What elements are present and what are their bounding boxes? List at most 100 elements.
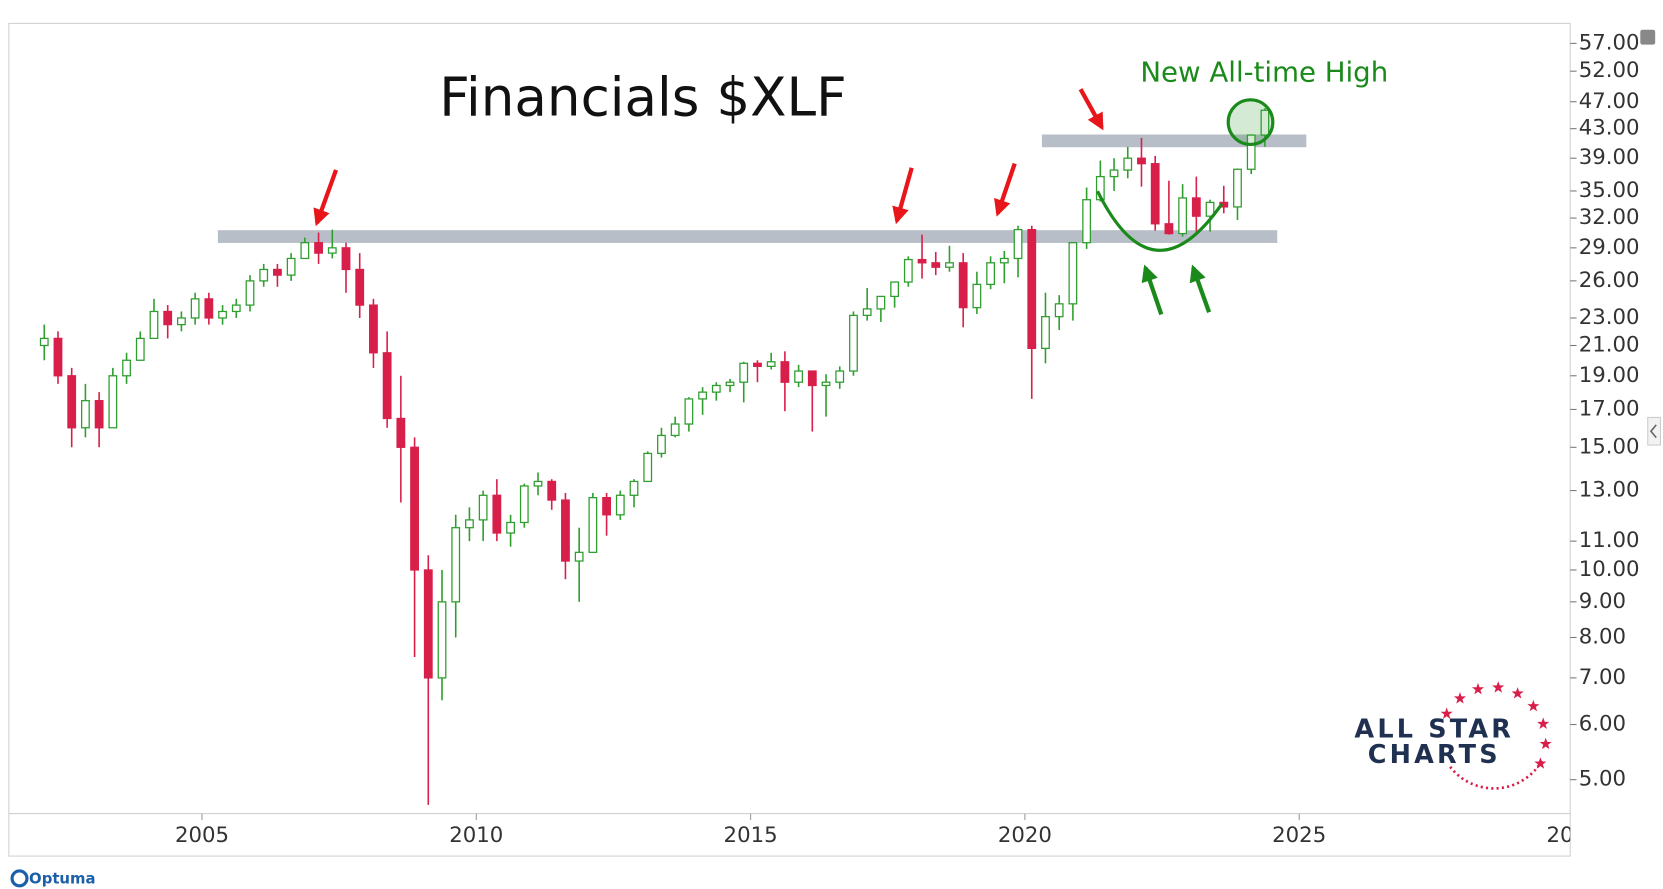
x-tick-label: 2025 (1272, 823, 1326, 848)
y-tick-label: 23.00 (1579, 305, 1640, 330)
logo-star (1492, 681, 1505, 693)
candle-body (986, 262, 996, 286)
candle-body (807, 370, 817, 387)
y-tick-label: 8.00 (1579, 624, 1626, 649)
annotation: New All-time High (1140, 55, 1388, 88)
candle-body (1041, 316, 1050, 350)
y-tick-label: 52.00 (1579, 58, 1640, 83)
candle-body (615, 494, 625, 516)
candle-body (245, 280, 255, 306)
candle-body (1123, 157, 1133, 171)
candle-body (149, 310, 159, 340)
logo-text: ALL STAR (1354, 715, 1514, 745)
candle-body (1246, 134, 1256, 170)
candle-body (561, 499, 570, 562)
candle-body (1013, 228, 1023, 260)
y-tick-label: 17.00 (1579, 396, 1640, 421)
credit-icon (10, 869, 29, 888)
candle-body (369, 304, 378, 354)
logo-star (1537, 717, 1550, 730)
candle-body (465, 519, 474, 529)
candle-body (1205, 201, 1215, 217)
candle-body (1260, 109, 1270, 136)
candle-body (574, 551, 584, 562)
chart-title: Financials $XLF (439, 67, 846, 129)
logo-star (1534, 757, 1547, 769)
y-tick-label: 29.00 (1579, 235, 1640, 260)
candle-body (81, 400, 90, 429)
candle-body (437, 601, 447, 679)
candle-body (862, 308, 872, 316)
logo: ALL STAR CHARTS (1354, 681, 1552, 790)
candle-body (519, 485, 529, 524)
candle-body (876, 295, 886, 310)
candle-body (410, 446, 419, 571)
y-tick-label: 32.00 (1579, 205, 1640, 230)
candle-body (1150, 163, 1160, 225)
base-arc (1096, 190, 1224, 252)
candle-body (835, 370, 845, 383)
x-tick-label: 2030 (1546, 823, 1600, 848)
x-tick-label: 2005 (175, 823, 229, 848)
candle-body (39, 337, 49, 347)
candle-body (382, 352, 392, 420)
toggle-chevron (1649, 424, 1657, 439)
credit-text: Optuma (29, 869, 95, 887)
y-tick-label: 10.00 (1579, 557, 1640, 582)
y-tick-label: 39.00 (1579, 145, 1640, 170)
candle-body (451, 527, 461, 603)
y-tick-label: 15.00 (1579, 434, 1640, 459)
candle-body (999, 257, 1009, 264)
candle-body (629, 480, 639, 496)
candle-body (533, 480, 543, 487)
candle-body (958, 262, 968, 309)
x-axis-area (8, 813, 1571, 857)
candle-body (396, 417, 406, 448)
logo-star (1471, 682, 1485, 695)
y-tick-label: 47.00 (1579, 89, 1640, 114)
candle-body (231, 304, 241, 313)
bands (217, 134, 1307, 243)
candle-body (753, 362, 762, 368)
candle-body (67, 375, 77, 429)
y-axis: 5.00 6.00 7.00 8.00 9.00 10.00 11.00 13.00 15.00… (1570, 30, 1640, 792)
candle-body (177, 317, 186, 326)
candle-body (108, 375, 118, 429)
y-tick-label: 57.00 (1579, 30, 1640, 55)
side-toggle[interactable] (1647, 416, 1662, 446)
candle-body (135, 337, 145, 361)
candle-body (1178, 197, 1188, 235)
candle-body (643, 452, 653, 483)
logo-star (1440, 707, 1453, 719)
candle-body (766, 361, 776, 368)
candle-body (506, 521, 515, 534)
y-tick-label: 13.00 (1579, 478, 1640, 503)
candle-body (945, 262, 954, 268)
candle-body (1233, 168, 1242, 208)
candle-body (286, 257, 296, 276)
arrows (313, 88, 1275, 316)
green-arrow (1189, 264, 1212, 313)
logo-dots (1449, 758, 1544, 790)
y-tick-label: 6.00 (1579, 712, 1626, 737)
y-tick-label: 7.00 (1579, 665, 1626, 690)
x-tick-label: 2015 (724, 823, 778, 848)
red-arrow (892, 167, 914, 225)
candle-body (1109, 169, 1119, 178)
logo-star (1527, 699, 1540, 712)
candle-body (1191, 197, 1201, 217)
x-tick-label: 2010 (449, 823, 503, 848)
candle-body (314, 242, 323, 254)
candle-body (1082, 199, 1092, 244)
side-controls (1640, 29, 1662, 446)
y-tick-label: 43.00 (1579, 116, 1640, 141)
candle-body (657, 434, 666, 455)
candle-body (300, 242, 310, 260)
logo-star (1539, 737, 1552, 750)
lock-icon[interactable] (1640, 29, 1656, 45)
candle-body (492, 494, 502, 534)
candle-body (1068, 242, 1078, 305)
green-arrow (1141, 264, 1164, 316)
credit: Optuma (10, 869, 96, 888)
